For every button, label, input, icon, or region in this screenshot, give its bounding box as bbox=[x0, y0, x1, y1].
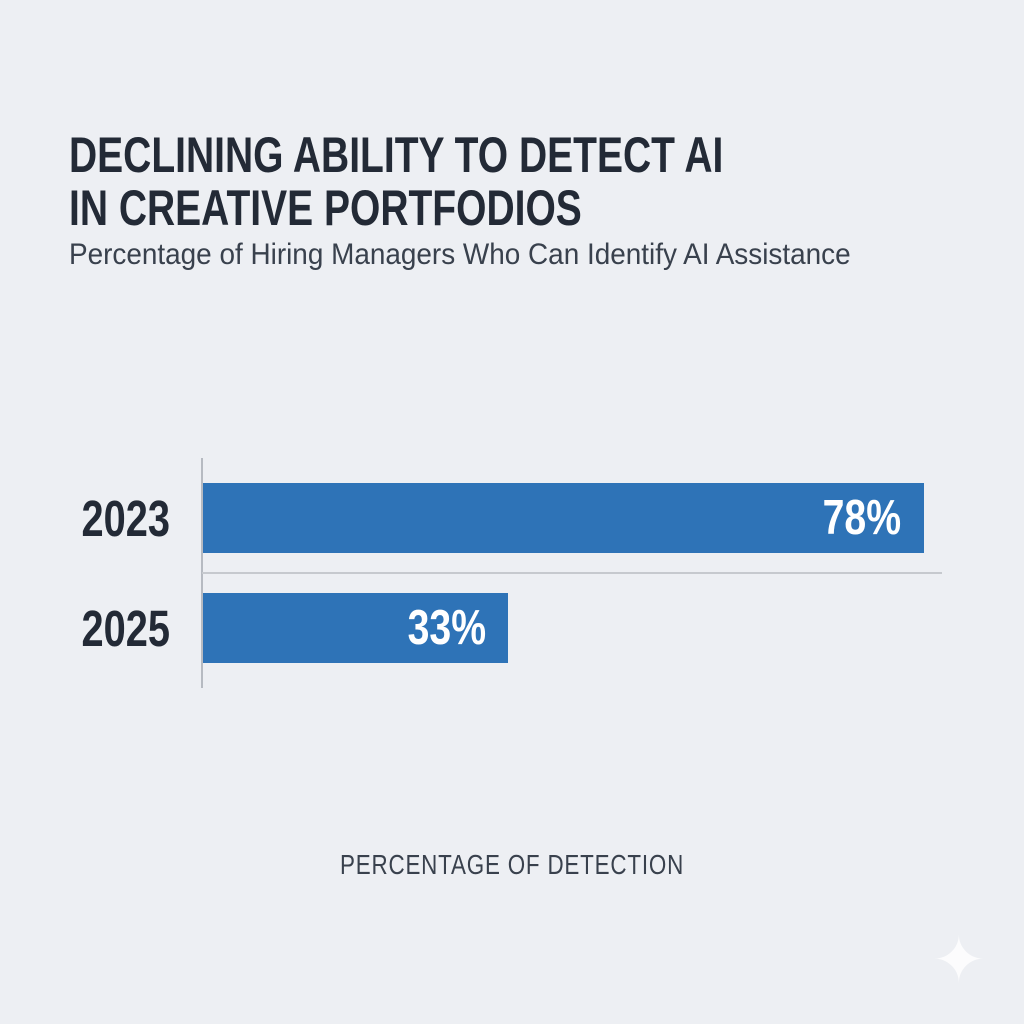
bar-value-2023: 78% bbox=[823, 491, 902, 545]
bar-value-2025: 33% bbox=[407, 601, 486, 655]
sparkle-icon: ✦ bbox=[932, 924, 986, 996]
chart-title-line2: IN CREATIVE PORTFODIOS bbox=[69, 180, 582, 236]
row-separator-line bbox=[202, 572, 942, 574]
bar-2023: 78% bbox=[203, 483, 924, 553]
chart-title: DECLINING ABILITY TO DETECT AI IN CREATI… bbox=[69, 129, 723, 235]
chart-title-line1: DECLINING ABILITY TO DETECT AI bbox=[69, 127, 724, 183]
bar-row-2023: 78% bbox=[203, 483, 942, 553]
x-axis-label-container: PERCENTAGE OF DETECTION bbox=[0, 849, 1024, 881]
x-axis-label: PERCENTAGE OF DETECTION bbox=[339, 849, 685, 880]
category-label-2025: 2025 bbox=[81, 599, 170, 657]
chart-subtitle: Percentage of Hiring Managers Who Can Id… bbox=[69, 238, 851, 271]
bar-2025: 33% bbox=[203, 593, 508, 663]
bar-row-2025: 33% bbox=[203, 593, 942, 663]
category-label-2023: 2023 bbox=[81, 489, 170, 547]
